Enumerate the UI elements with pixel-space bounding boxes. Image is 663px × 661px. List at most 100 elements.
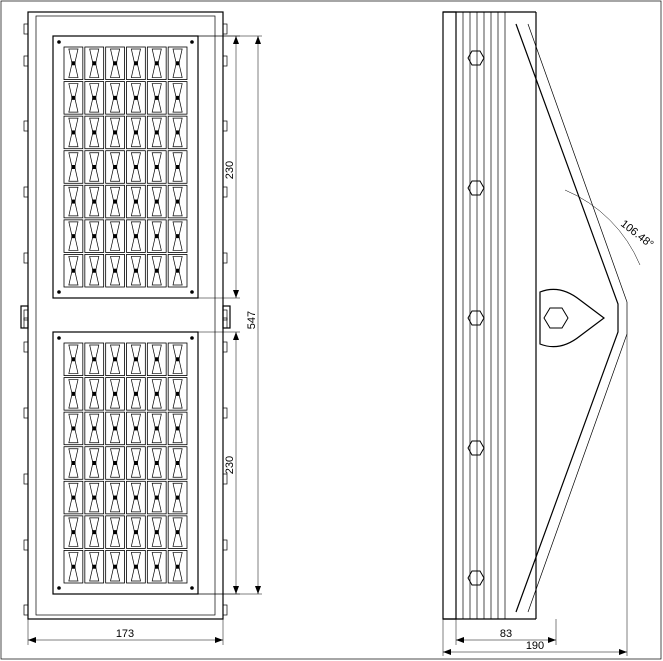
led-chip (176, 130, 180, 134)
led-chip (134, 426, 138, 430)
edge-tab (223, 121, 227, 131)
hex-bolt (468, 441, 484, 455)
led-chip (71, 200, 75, 204)
led-chip (155, 130, 159, 134)
led-chip (113, 269, 117, 273)
led-chip (155, 200, 159, 204)
led-chip (113, 130, 117, 134)
led-chip (92, 234, 96, 238)
led-chip (92, 392, 96, 396)
panel-screw (57, 290, 61, 294)
body-inner (36, 16, 215, 615)
dim-190-text: 190 (526, 640, 544, 652)
led-chip (176, 269, 180, 273)
led-chip (155, 61, 159, 65)
led-chip (134, 234, 138, 238)
led-chip (92, 357, 96, 361)
led-chip (71, 461, 75, 465)
led-chip (155, 426, 159, 430)
pivot-hex (544, 308, 568, 328)
edge-tab (223, 24, 227, 34)
led-chip (155, 234, 159, 238)
led-chip (134, 200, 138, 204)
technical-drawing: 173 547 230 230 (0, 0, 663, 661)
edge-tab (223, 408, 227, 418)
panel-screw (190, 586, 194, 590)
led-chip (176, 565, 180, 569)
dim-230A-text: 230 (224, 161, 236, 179)
hex-bolt (468, 181, 484, 195)
led-chip (176, 200, 180, 204)
led-chip (155, 357, 159, 361)
led-chip (71, 530, 75, 534)
led-chip (134, 530, 138, 534)
dim-83-text: 83 (500, 628, 512, 640)
mount-bracket (516, 24, 627, 612)
body-outer (28, 12, 223, 619)
led-chip (176, 234, 180, 238)
panel-screw (190, 290, 194, 294)
led-chip (71, 426, 75, 430)
panel-screw (190, 336, 194, 340)
edge-tab (223, 605, 227, 615)
panel-screw (57, 586, 61, 590)
led-chip (113, 461, 117, 465)
led-chip (92, 61, 96, 65)
led-chip (113, 200, 117, 204)
led-chip (92, 530, 96, 534)
led-chip (71, 496, 75, 500)
edge-tab (223, 318, 227, 328)
led-chip (176, 530, 180, 534)
led-chip (71, 61, 75, 65)
front-view: 173 547 230 230 (21, 12, 262, 645)
led-chip (134, 392, 138, 396)
led-chip (134, 130, 138, 134)
led-chip (71, 165, 75, 169)
led-chip (134, 565, 138, 569)
side-tabs (21, 24, 230, 615)
side-view: 106.48° 83 190 (443, 12, 656, 656)
led-chip (92, 200, 96, 204)
led-chip (92, 130, 96, 134)
led-chip (92, 565, 96, 569)
led-chip (155, 269, 159, 273)
angle-dim: 106.48° (565, 190, 656, 265)
led-chip (92, 96, 96, 100)
led-chip (155, 165, 159, 169)
edge-tab (223, 310, 227, 320)
side-bolts (468, 51, 484, 585)
heatsink-fins (456, 12, 505, 619)
panel-screw (57, 40, 61, 44)
hinge-right (223, 306, 230, 328)
edge-tab (223, 540, 227, 550)
led-chip (134, 96, 138, 100)
led-chip (176, 96, 180, 100)
dim-width-173: 173 (28, 619, 223, 645)
led-chip (176, 165, 180, 169)
hinge-left (21, 306, 28, 328)
led-chip (92, 165, 96, 169)
led-panel-top (53, 36, 198, 298)
led-chip (113, 530, 117, 534)
led-chip (155, 392, 159, 396)
led-chip (134, 269, 138, 273)
led-chip (92, 426, 96, 430)
led-chip (92, 461, 96, 465)
led-chip (113, 61, 117, 65)
led-chip (155, 461, 159, 465)
led-chip (134, 357, 138, 361)
hex-bolt (468, 571, 484, 585)
led-chip (176, 61, 180, 65)
led-chip (71, 392, 75, 396)
led-chip (155, 530, 159, 534)
hex-bolt (468, 311, 484, 325)
front-plate (443, 12, 456, 619)
led-chip (113, 392, 117, 396)
edge-tab (223, 342, 227, 352)
dim-panelB-230: 230 (198, 332, 240, 594)
angle-text: 106.48° (618, 218, 655, 251)
led-chip (176, 461, 180, 465)
led-chip (92, 269, 96, 273)
edge-tab (223, 56, 227, 66)
led-chip (176, 357, 180, 361)
